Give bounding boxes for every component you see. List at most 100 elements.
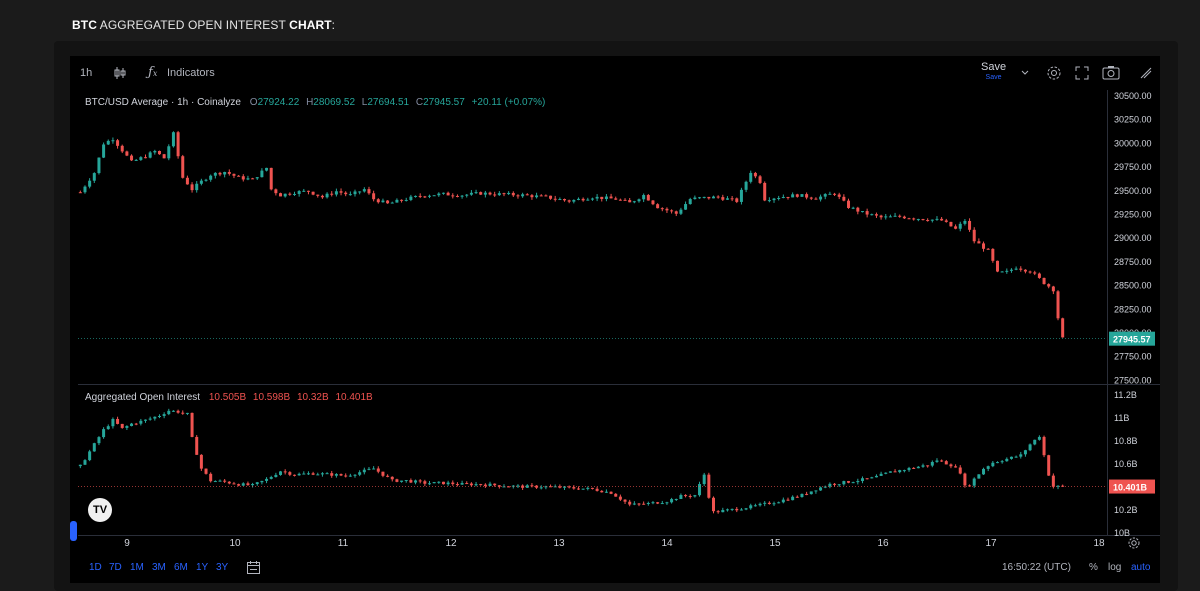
candle-body xyxy=(744,181,748,190)
chart-plot-area[interactable]: 30500.00 30250.00 30000.00 29750.00 29500.00… xyxy=(78,90,1160,552)
chevron-down-icon[interactable] xyxy=(1017,65,1033,81)
candle-body xyxy=(879,215,883,218)
title-prefix: BTC xyxy=(72,18,97,32)
range-1d[interactable]: 1D xyxy=(89,562,102,573)
date-range-icon[interactable] xyxy=(246,560,261,580)
candle-body xyxy=(521,194,525,197)
candle-body xyxy=(306,190,310,192)
gear-icon[interactable] xyxy=(1046,65,1062,81)
close-value: 27945.57 xyxy=(423,97,465,108)
candle-body xyxy=(507,486,511,488)
candle-body xyxy=(339,474,343,476)
time-axis[interactable]: 9 10 11 12 13 14 15 16 17 18 xyxy=(124,538,1105,549)
candle-body xyxy=(1014,456,1018,458)
candle-body xyxy=(404,480,408,482)
x-tick-label: 14 xyxy=(661,538,673,549)
candle-body xyxy=(511,485,515,487)
percent-toggle[interactable]: % xyxy=(1089,562,1098,573)
candle-body xyxy=(395,479,399,482)
candle-body xyxy=(907,467,911,471)
range-6m[interactable]: 6M xyxy=(174,562,188,573)
candle-body xyxy=(218,480,222,482)
price-axis[interactable]: 30500.00 30250.00 30000.00 29750.00 29500.00… xyxy=(1114,91,1152,385)
candle-body xyxy=(1042,277,1046,285)
candle-body xyxy=(204,179,208,181)
fx-icon[interactable]: ƒx xyxy=(148,65,158,80)
range-3m[interactable]: 3M xyxy=(152,562,166,573)
candle-body xyxy=(530,485,534,487)
candle-body xyxy=(432,195,436,197)
candle-body xyxy=(632,201,636,203)
candle-body xyxy=(805,194,809,198)
candle-body xyxy=(711,196,715,199)
scroll-handle[interactable] xyxy=(70,521,77,541)
candle-body xyxy=(1033,439,1037,445)
candle-body xyxy=(730,198,734,200)
candle-body xyxy=(465,483,469,485)
candle-body xyxy=(977,241,981,244)
auto-toggle[interactable]: auto xyxy=(1131,562,1151,573)
candle-body xyxy=(1000,271,1004,273)
candles-icon[interactable] xyxy=(112,65,128,81)
x-tick-label: 17 xyxy=(985,538,997,549)
candle-body xyxy=(651,502,655,504)
candle-body xyxy=(651,200,655,205)
scale-gear-icon[interactable] xyxy=(1128,537,1140,549)
candle-body xyxy=(926,465,930,467)
price-candles xyxy=(78,130,1065,338)
candle-body xyxy=(563,199,567,201)
candle-body xyxy=(185,412,189,414)
candle-body xyxy=(693,197,697,200)
indicators-button[interactable]: Indicators xyxy=(167,67,215,79)
log-toggle[interactable]: log xyxy=(1108,562,1122,573)
draw-icon[interactable] xyxy=(1138,65,1154,81)
candle-body xyxy=(195,183,199,191)
candle-body xyxy=(330,193,334,195)
range-7d[interactable]: 7D xyxy=(109,562,122,573)
fullscreen-icon[interactable] xyxy=(1074,65,1090,81)
candle-body xyxy=(116,418,120,424)
candle-body xyxy=(684,495,688,497)
candle-body xyxy=(656,204,660,209)
candle-body xyxy=(241,483,245,486)
candle-body xyxy=(246,178,250,180)
candle-body xyxy=(1019,454,1023,457)
candle-body xyxy=(972,478,976,486)
candle-body xyxy=(306,473,310,475)
range-1m[interactable]: 1M xyxy=(130,562,144,573)
candle-body xyxy=(739,189,743,202)
candle-body xyxy=(428,195,432,197)
candle-body xyxy=(255,482,259,485)
candle-body xyxy=(660,208,664,210)
candle-body xyxy=(586,487,590,489)
y-tick-label: 30500.00 xyxy=(1114,91,1152,101)
candle-body xyxy=(865,478,869,480)
candle-body xyxy=(874,475,878,478)
candle-body xyxy=(167,410,171,415)
candle-body xyxy=(758,176,762,183)
candle-body xyxy=(157,150,161,155)
oi-name[interactable]: Aggregated Open Interest xyxy=(85,392,201,403)
low-label: L xyxy=(361,97,368,108)
camera-icon[interactable] xyxy=(1101,65,1121,81)
candle-body xyxy=(414,195,418,197)
candle-body xyxy=(874,214,878,216)
candle-body xyxy=(614,493,618,497)
candle-body xyxy=(176,410,180,413)
candle-body xyxy=(1056,291,1060,319)
utc-time[interactable]: 16:50:22 (UTC) xyxy=(1002,562,1071,573)
save-button[interactable]: Save Save xyxy=(981,61,1006,82)
candle-body xyxy=(814,198,818,200)
candle-body xyxy=(269,167,273,190)
range-1y[interactable]: 1Y xyxy=(196,562,209,573)
symbol-name[interactable]: BTC/USD Average · 1h · Coinalyze xyxy=(85,97,241,108)
y-tick-label: 27500.00 xyxy=(1114,375,1152,385)
candle-body xyxy=(78,192,82,194)
tradingview-logo[interactable]: TV xyxy=(88,498,112,522)
interval-button[interactable]: 1h xyxy=(80,67,93,79)
candle-body xyxy=(167,146,171,159)
candle-body xyxy=(898,470,902,473)
range-3y[interactable]: 3Y xyxy=(216,562,229,573)
x-tick-label: 12 xyxy=(445,538,457,549)
